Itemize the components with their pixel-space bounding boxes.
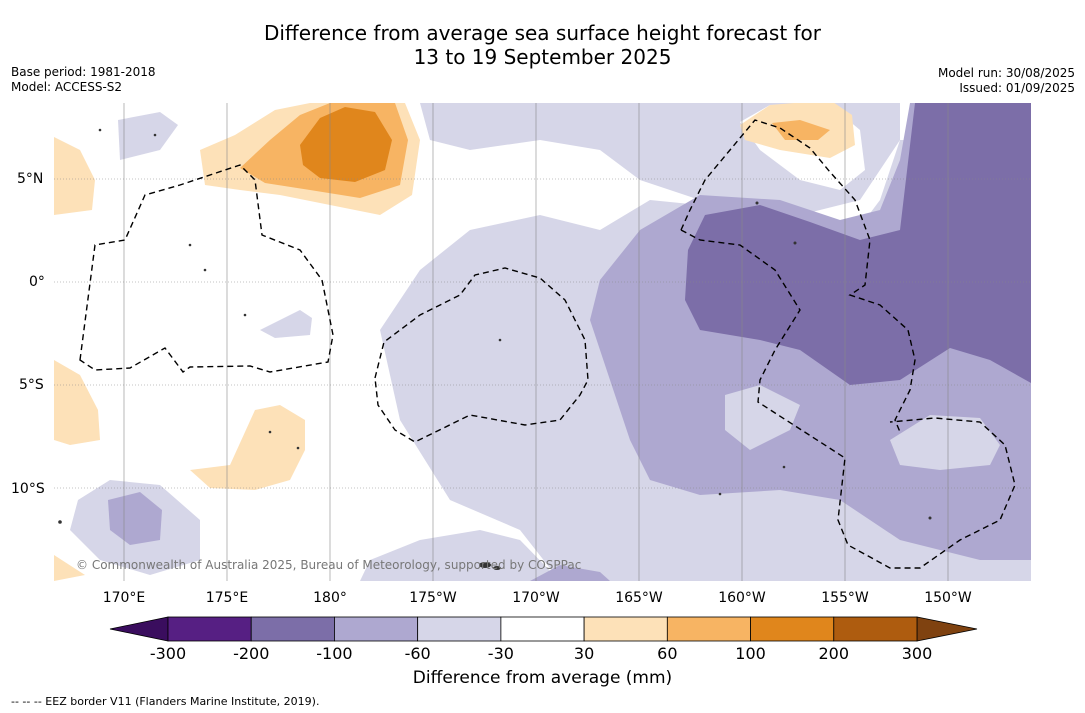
colorbar-tick-label: -60 [404, 644, 431, 663]
anomaly-region-minus100-south [530, 565, 610, 581]
anomaly-region-minus100-southwest [108, 492, 162, 545]
colorbar-under-extension [109, 616, 169, 642]
island-samoa-east [493, 566, 501, 570]
colorbar-tick-label: -300 [149, 644, 187, 663]
colorbar-segment [583, 616, 668, 642]
colorbar-segment [167, 616, 252, 642]
anomaly-region-plus30-island [190, 405, 305, 490]
eez-borders [79, 119, 1016, 569]
model-text: Model: ACCESS-S2 [11, 80, 123, 94]
eez-border-kiribati-gilbert [79, 164, 334, 373]
lat-label-10s: 10°S [11, 481, 45, 497]
colorbar-segment [666, 616, 751, 642]
map-title-line-2: 13 to 19 September 2025 [413, 45, 672, 69]
colorbar-segment [750, 616, 835, 642]
colorbar-segment [334, 616, 419, 642]
lon-label-175e: 175°E [205, 590, 249, 606]
island-markers [58, 128, 932, 570]
eez-border-line-south [680, 229, 1016, 569]
metadata-right: Model run: 30/08/2025 Issued: 01/09/2025 [938, 66, 1075, 96]
colorbar-segment [833, 616, 918, 642]
anomaly-region-plus30-southwest-corner [54, 555, 85, 581]
eez-border-kiribati-line [680, 119, 916, 433]
colorbar-tick-label: -200 [233, 644, 270, 663]
colorbar-segment [250, 616, 335, 642]
model-run-text: Model run: 30/08/2025 [937, 66, 1075, 80]
colorbar-tick-label: -100 [316, 644, 353, 663]
colorbar-tick-label: 30 [573, 644, 595, 663]
anomaly-region-plus100-north [300, 107, 392, 182]
colorbar-tick-label: 100 [735, 644, 766, 663]
lat-label-0: 0° [29, 274, 45, 290]
island-samoa [479, 562, 491, 568]
eez-legend-footer: -- -- -- EEZ border V11 (Flanders Marine… [11, 695, 320, 708]
anomaly-region-plus30-west-south [54, 360, 100, 445]
anomaly-region-minus60-inner-south [890, 415, 1000, 470]
anomaly-region-minus60-inner [725, 385, 800, 450]
eez-border-kiribati-phoenix [374, 267, 589, 443]
lon-label-150w: 150°W [924, 590, 972, 606]
issued-text: Issued: 01/09/2025 [959, 81, 1075, 95]
metadata-left: Base period: 1981-2018 Model: ACCESS-S2 [11, 65, 156, 95]
lon-label-160w: 160°W [718, 590, 766, 606]
anomaly-region-plus30-west [54, 137, 95, 215]
lon-label-180: 180° [313, 590, 347, 606]
map-title-line-1: Difference from average sea surface heig… [263, 21, 822, 45]
anomaly-region-minus60-small [260, 310, 312, 338]
anomaly-region-minus200-east [685, 103, 1031, 385]
lon-label-170e: 170°E [102, 590, 146, 606]
lat-label-5n: 5°N [17, 171, 44, 187]
lon-label-155w: 155°W [821, 590, 869, 606]
colorbar [109, 616, 978, 642]
colorbar-tick-label: 200 [818, 644, 850, 663]
copyright-notice: © Commonwealth of Australia 2025, Bureau… [76, 558, 582, 572]
lon-label-175w: 175°W [409, 590, 457, 606]
anomaly-region-minus60-south [360, 530, 560, 581]
colorbar-segment [417, 616, 502, 642]
base-period-text: Base period: 1981-2018 [11, 65, 156, 79]
colorbar-tick-label: 60 [657, 644, 678, 663]
colorbar-segment [500, 616, 585, 642]
lon-label-170w: 170°W [512, 590, 560, 606]
anomaly-region-plus60-northeast [772, 120, 830, 140]
lat-label-5s: 5°S [19, 377, 44, 393]
map-plot-area [54, 103, 1031, 581]
colorbar-label: Difference from average (mm) [412, 668, 673, 688]
map-gridlines [54, 103, 1031, 581]
lon-label-165w: 165°W [615, 590, 663, 606]
anomaly-region-minus60-west [118, 112, 178, 160]
colorbar-tick-label: -30 [487, 644, 514, 663]
colorbar-over-extension [916, 616, 978, 642]
colorbar-tick-label: 300 [901, 644, 933, 663]
